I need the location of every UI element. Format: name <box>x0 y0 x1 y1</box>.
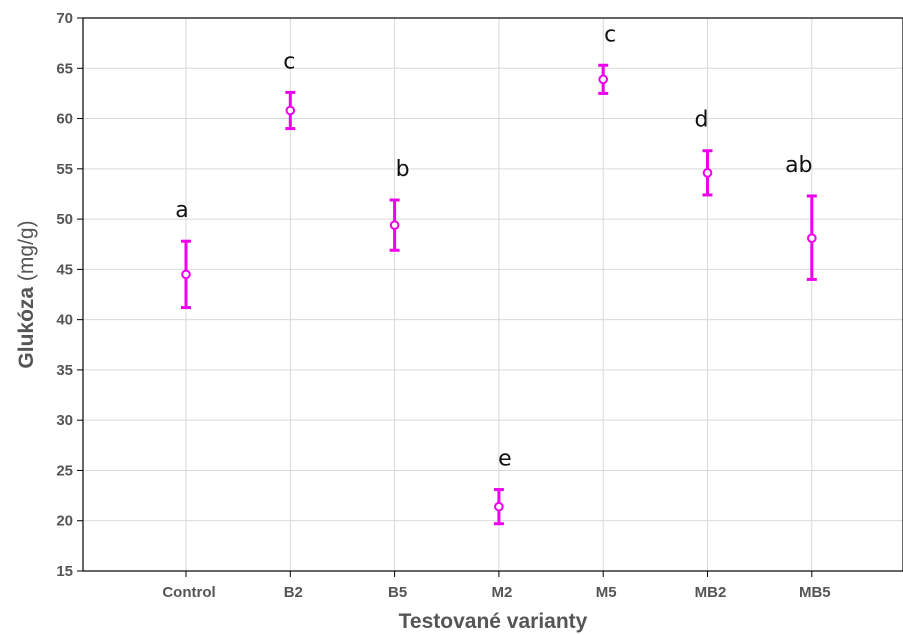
x-tick-label: B5 <box>388 584 407 601</box>
significance-letter: a <box>175 198 188 223</box>
significance-letter: d <box>695 108 709 133</box>
error-bar-point <box>389 198 400 252</box>
y-tick-label: 35 <box>56 362 73 379</box>
x-tick-label: MB5 <box>799 584 831 601</box>
error-bar-point <box>806 194 817 281</box>
error-bar-point <box>181 239 191 310</box>
error-bar-point <box>285 90 296 131</box>
x-tick-label: Control <box>162 584 215 601</box>
y-tick-label: 40 <box>56 312 73 329</box>
mean-marker <box>181 269 191 280</box>
significance-letter: b <box>396 157 410 182</box>
y-axis-label: Glukóza (mg/g) <box>15 220 38 368</box>
x-tick-label: MB2 <box>695 584 727 601</box>
y-tick-label: 30 <box>56 412 73 429</box>
mean-marker <box>494 501 504 512</box>
x-tick-label: M2 <box>491 584 512 601</box>
error-bar-point <box>493 488 504 526</box>
data-series <box>181 63 817 526</box>
y-tick-label: 15 <box>56 563 73 580</box>
mean-marker <box>285 105 296 116</box>
x-tick-label: M5 <box>596 584 617 601</box>
y-tick-label: 45 <box>56 261 73 278</box>
x-axis-label: Testované varianty <box>399 610 588 633</box>
y-tick-label: 60 <box>56 111 73 128</box>
y-axis-label-unit: (mg/g) <box>15 220 38 287</box>
y-tick-label: 65 <box>56 60 73 77</box>
x-axis-ticks: Control B2 B5 M2 M5 MB2 MB5 <box>162 571 831 601</box>
significance-letter: ab <box>785 153 812 178</box>
gridlines <box>83 18 903 571</box>
mean-marker <box>389 220 400 230</box>
significance-annotations: a c b e c d ab <box>175 22 812 471</box>
y-axis-label-main: Glukóza <box>15 287 38 369</box>
significance-letter: c <box>604 22 616 47</box>
error-bar-point <box>702 149 713 197</box>
mean-marker <box>702 168 713 178</box>
y-tick-label: 50 <box>56 211 73 228</box>
y-tick-label: 25 <box>56 462 73 479</box>
mean-marker <box>598 74 609 85</box>
y-axis-ticks: 15 20 25 30 35 40 45 50 55 60 65 70 <box>56 10 83 580</box>
y-tick-label: 20 <box>56 513 73 530</box>
error-bar-point <box>598 63 609 95</box>
x-tick-label: B2 <box>284 584 303 601</box>
plot-area <box>82 17 903 572</box>
y-tick-label: 55 <box>56 161 73 178</box>
y-tick-label: 70 <box>56 10 73 27</box>
significance-letter: e <box>498 447 512 472</box>
mean-marker <box>807 233 817 243</box>
significance-letter: c <box>283 49 295 74</box>
